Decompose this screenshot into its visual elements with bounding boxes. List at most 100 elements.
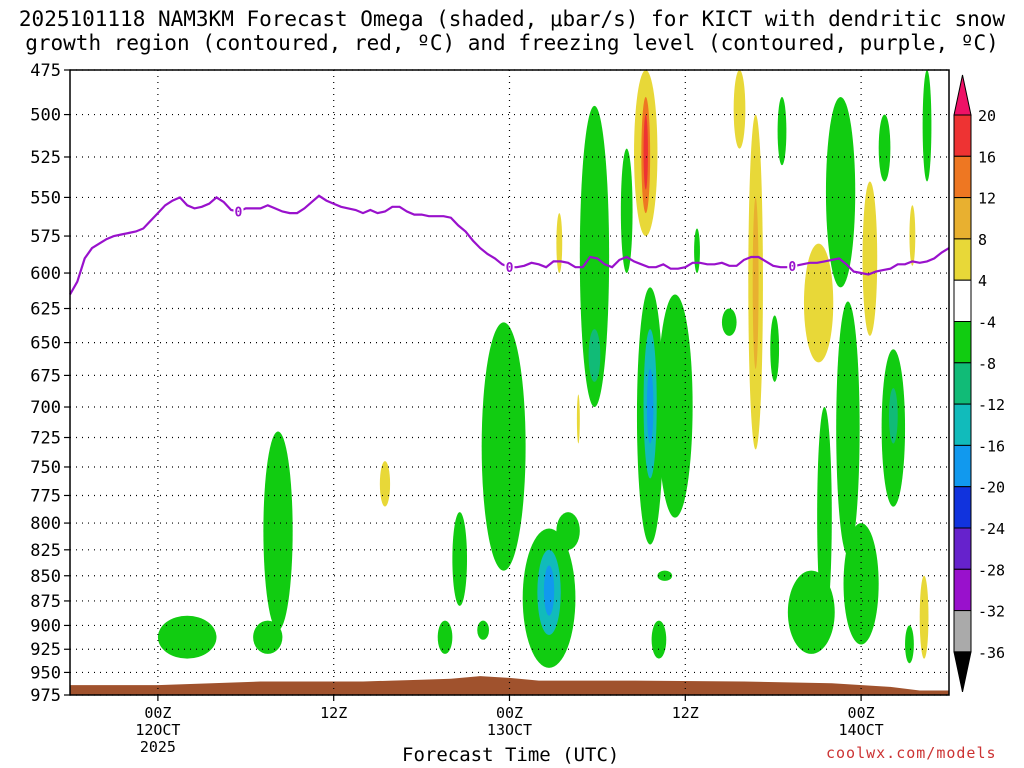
y-tick-label: 975 <box>30 686 61 706</box>
y-tick-label: 825 <box>30 541 61 561</box>
y-tick-label: 625 <box>30 300 61 320</box>
colorbar-swatch <box>953 486 972 529</box>
omega-region <box>888 388 898 444</box>
colorbar-label: 8 <box>978 231 987 249</box>
y-tick-label: 550 <box>30 188 61 208</box>
y-tick-label: 850 <box>30 567 61 587</box>
y-tick-label: 525 <box>30 148 61 168</box>
omega-region <box>878 114 891 182</box>
x-tick-label: 2025 <box>140 738 176 756</box>
x-tick-label: 14OCT <box>839 721 884 739</box>
omega-region <box>836 301 860 556</box>
y-tick-label: 750 <box>30 458 61 478</box>
x-tick-label: 00Z <box>496 704 523 722</box>
omega-region <box>646 368 654 444</box>
omega-region <box>922 70 932 182</box>
omega-region <box>721 308 737 336</box>
colorbar-swatch <box>953 114 972 157</box>
freezing-label-bg <box>787 258 798 272</box>
terrain-fill <box>70 676 949 695</box>
omega-region <box>919 575 929 659</box>
omega-region <box>694 228 700 274</box>
omega-region <box>263 431 293 631</box>
chart-title-line-2: growth region (contoured, red, ºC) and f… <box>25 31 999 55</box>
x-axis-label: Forecast Time (UTC) <box>402 744 620 766</box>
y-tick-label: 575 <box>30 227 61 247</box>
colorbar-swatch <box>953 321 972 364</box>
colorbar: 20 16 12 8 4 -4 -8 -12 -16 -20 -24 -28 -32 -36 <box>953 74 1005 693</box>
x-tick-label: 12Z <box>672 704 699 722</box>
omega-region <box>437 620 453 654</box>
colorbar-label: -4 <box>978 314 996 332</box>
omega-region <box>770 315 780 382</box>
colorbar-swatch <box>953 279 972 323</box>
colorbar-label: -24 <box>978 520 1005 538</box>
freezing-level-label: 0 <box>788 260 796 275</box>
omega-region <box>477 620 489 640</box>
omega-region <box>556 512 580 550</box>
colorbar-label: 12 <box>978 190 996 208</box>
x-tick-label: 12Z <box>320 704 347 722</box>
colorbar-swatch <box>953 568 972 612</box>
x-tick-label: 00Z <box>848 704 875 722</box>
x-tick-label: 13OCT <box>487 721 532 739</box>
freezing-level-label: 0 <box>506 261 514 276</box>
colorbar-swatch <box>953 197 972 240</box>
chart-title-line-1: 2025101118 NAM3KM Forecast Omega (shaded… <box>18 7 1006 31</box>
colorbar-label: -32 <box>978 603 1005 621</box>
omega-region <box>817 407 832 626</box>
y-tick-label: 475 <box>30 61 61 81</box>
omega-region <box>157 615 217 659</box>
y-tick-label: 650 <box>30 334 61 354</box>
colorbar-swatch <box>953 155 972 199</box>
colorbar-label: 16 <box>978 148 996 166</box>
omega-region <box>862 181 878 336</box>
y-tick-label: 500 <box>30 106 61 126</box>
colorbar-swatch <box>953 362 972 405</box>
freezing-label-bg <box>233 204 244 218</box>
colorbar-top-arrow <box>953 74 972 116</box>
site-credit: coolwx.com/models <box>826 744 997 762</box>
colorbar-swatch <box>953 403 972 446</box>
omega-region <box>803 243 834 363</box>
omega-region <box>825 97 856 288</box>
y-tick-label: 725 <box>30 429 61 449</box>
omega-shading <box>157 70 932 668</box>
y-tick-label: 875 <box>30 592 61 612</box>
omega-region <box>543 565 555 616</box>
omega-region <box>620 148 633 274</box>
omega-region <box>588 329 601 382</box>
omega-region <box>576 394 580 444</box>
colorbar-bottom-arrow <box>953 651 972 693</box>
omega-region <box>777 97 787 166</box>
colorbar-swatch <box>953 527 972 570</box>
omega-region <box>909 205 916 266</box>
omega-region <box>452 512 468 606</box>
y-tick-label: 600 <box>30 264 61 284</box>
colorbar-label: -28 <box>978 561 1005 579</box>
omega-region <box>843 523 879 645</box>
omega-region <box>733 70 746 149</box>
omega-region <box>643 114 648 190</box>
y-tick-label: 925 <box>30 640 61 660</box>
colorbar-label: -36 <box>978 644 1005 662</box>
y-tick-label: 900 <box>30 616 61 636</box>
omega-region <box>379 461 391 507</box>
colorbar-swatch <box>953 444 972 488</box>
omega-region <box>481 322 526 571</box>
omega-region <box>787 570 835 654</box>
x-tick-label: 12OCT <box>135 721 180 739</box>
omega-region <box>657 294 693 518</box>
freezing-level-contour: 0 0 0 <box>69 194 950 296</box>
colorbar-label: 4 <box>978 272 987 290</box>
colorbar-label: -12 <box>978 396 1005 414</box>
y-tick-label: 775 <box>30 486 61 506</box>
y-tick-label: 800 <box>30 514 61 534</box>
plot-axes: 475 500 525 550 575 600 625 650 675 700 725 750 775 8… <box>30 61 950 756</box>
omega-region <box>556 213 563 274</box>
terrain-area <box>70 676 949 695</box>
omega-region <box>752 197 759 369</box>
colorbar-label: 20 <box>978 107 996 125</box>
x-tick-label: 00Z <box>144 704 171 722</box>
